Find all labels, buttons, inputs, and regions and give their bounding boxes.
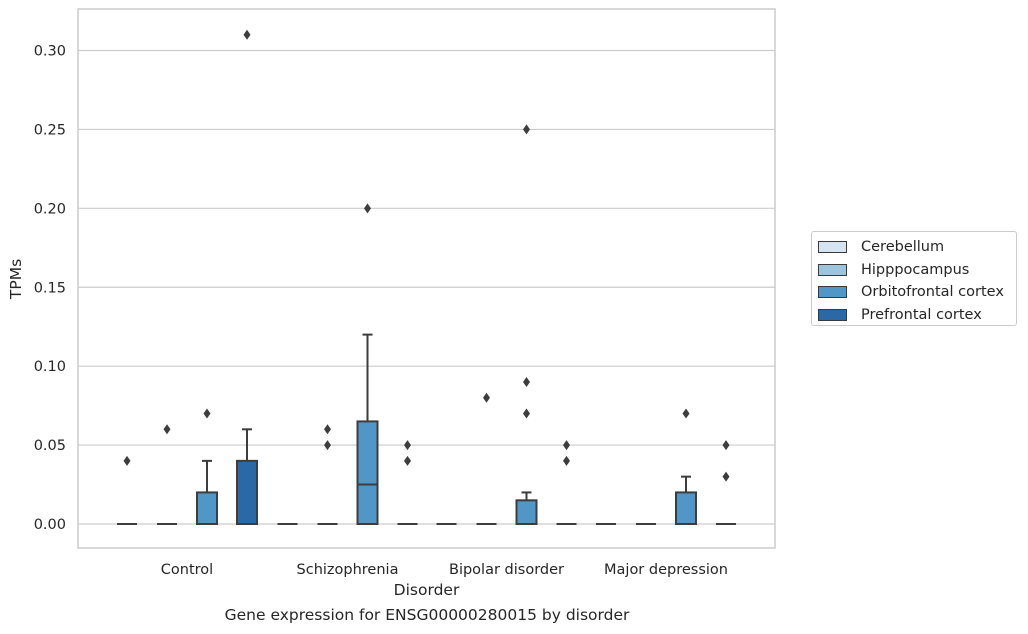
outlier-point xyxy=(722,471,730,482)
y-axis-label: TPMs xyxy=(7,259,25,300)
outlier-point xyxy=(243,29,251,40)
legend-item: Cerebellum xyxy=(818,236,1016,259)
box-hipppocampus xyxy=(476,392,497,525)
legend-item: Hipppocampus xyxy=(818,259,1016,282)
legend-label: Orbitofrontal cortex xyxy=(861,284,1004,301)
outlier-point xyxy=(404,440,411,451)
box xyxy=(356,420,379,525)
x-axis-label: Disorder xyxy=(394,581,460,599)
box xyxy=(196,491,218,525)
box-prefrontal-cortex xyxy=(556,440,577,525)
box-hipppocampus xyxy=(317,424,338,525)
box-orbitofrontal-cortex xyxy=(675,408,697,525)
y-tick-label: 0.20 xyxy=(34,201,66,217)
outlier-point xyxy=(523,376,530,387)
y-tick-label: 0.30 xyxy=(34,44,66,60)
grid-lines xyxy=(78,49,775,525)
y-tick-label: 0.15 xyxy=(34,280,66,296)
box-orbitofrontal-cortex xyxy=(196,408,218,525)
box xyxy=(236,459,258,526)
box-prefrontal-cortex xyxy=(236,29,258,526)
box-orbitofrontal-cortex xyxy=(515,124,538,526)
outlier-point xyxy=(563,455,570,466)
legend: Cerebellum Hipppocampus Orbitofrontal cort… xyxy=(811,231,1017,326)
outlier-point xyxy=(163,424,171,435)
outlier-point xyxy=(404,455,411,466)
x-tick-label: Control xyxy=(161,562,213,578)
outlier-point xyxy=(523,124,530,135)
box xyxy=(515,499,538,526)
outlier-point xyxy=(364,203,371,214)
y-tick-label: 0.00 xyxy=(34,517,66,533)
y-tick-label: 0.05 xyxy=(34,438,66,454)
legend-item: Orbitofrontal cortex xyxy=(818,281,1016,304)
legend-label: Hipppocampus xyxy=(861,261,970,278)
x-tick-labels: Control Schizophrenia Bipolar disorder Majo… xyxy=(161,562,728,578)
legend-label: Prefrontal cortex xyxy=(861,307,982,324)
chart-caption: Gene expression for ENSG00000280015 by d… xyxy=(224,606,630,624)
legend-swatch xyxy=(818,309,847,322)
legend-label: Cerebellum xyxy=(861,239,945,256)
y-tick-labels: 0.00 0.05 0.10 0.15 0.20 0.25 0.30 xyxy=(34,44,66,534)
plot-marks xyxy=(117,29,736,526)
y-tick-label: 0.25 xyxy=(34,122,66,138)
box-prefrontal-cortex xyxy=(716,440,736,525)
outlier-point xyxy=(203,408,211,419)
legend-swatch xyxy=(818,263,847,276)
outlier-point xyxy=(324,440,331,451)
x-tick-label: Schizophrenia xyxy=(297,562,399,578)
box-orbitofrontal-cortex xyxy=(356,203,379,525)
legend-swatch xyxy=(818,286,847,299)
box-prefrontal-cortex xyxy=(397,440,418,525)
outlier-point xyxy=(682,408,690,419)
plot-frame xyxy=(77,8,776,549)
outlier-point xyxy=(523,408,530,419)
outlier-point xyxy=(123,455,131,466)
outlier-point xyxy=(722,440,730,451)
x-tick-label: Major depression xyxy=(604,562,728,578)
box xyxy=(675,491,697,525)
box-hipppocampus xyxy=(157,424,177,525)
outlier-point xyxy=(483,392,490,403)
outlier-point xyxy=(563,440,570,451)
y-tick-label: 0.10 xyxy=(34,359,66,375)
legend-item: Prefrontal cortex xyxy=(818,304,1016,327)
x-tick-label: Bipolar disorder xyxy=(449,562,564,578)
outlier-point xyxy=(324,424,331,435)
box-cerebellum xyxy=(117,455,137,525)
legend-swatch xyxy=(818,241,847,254)
